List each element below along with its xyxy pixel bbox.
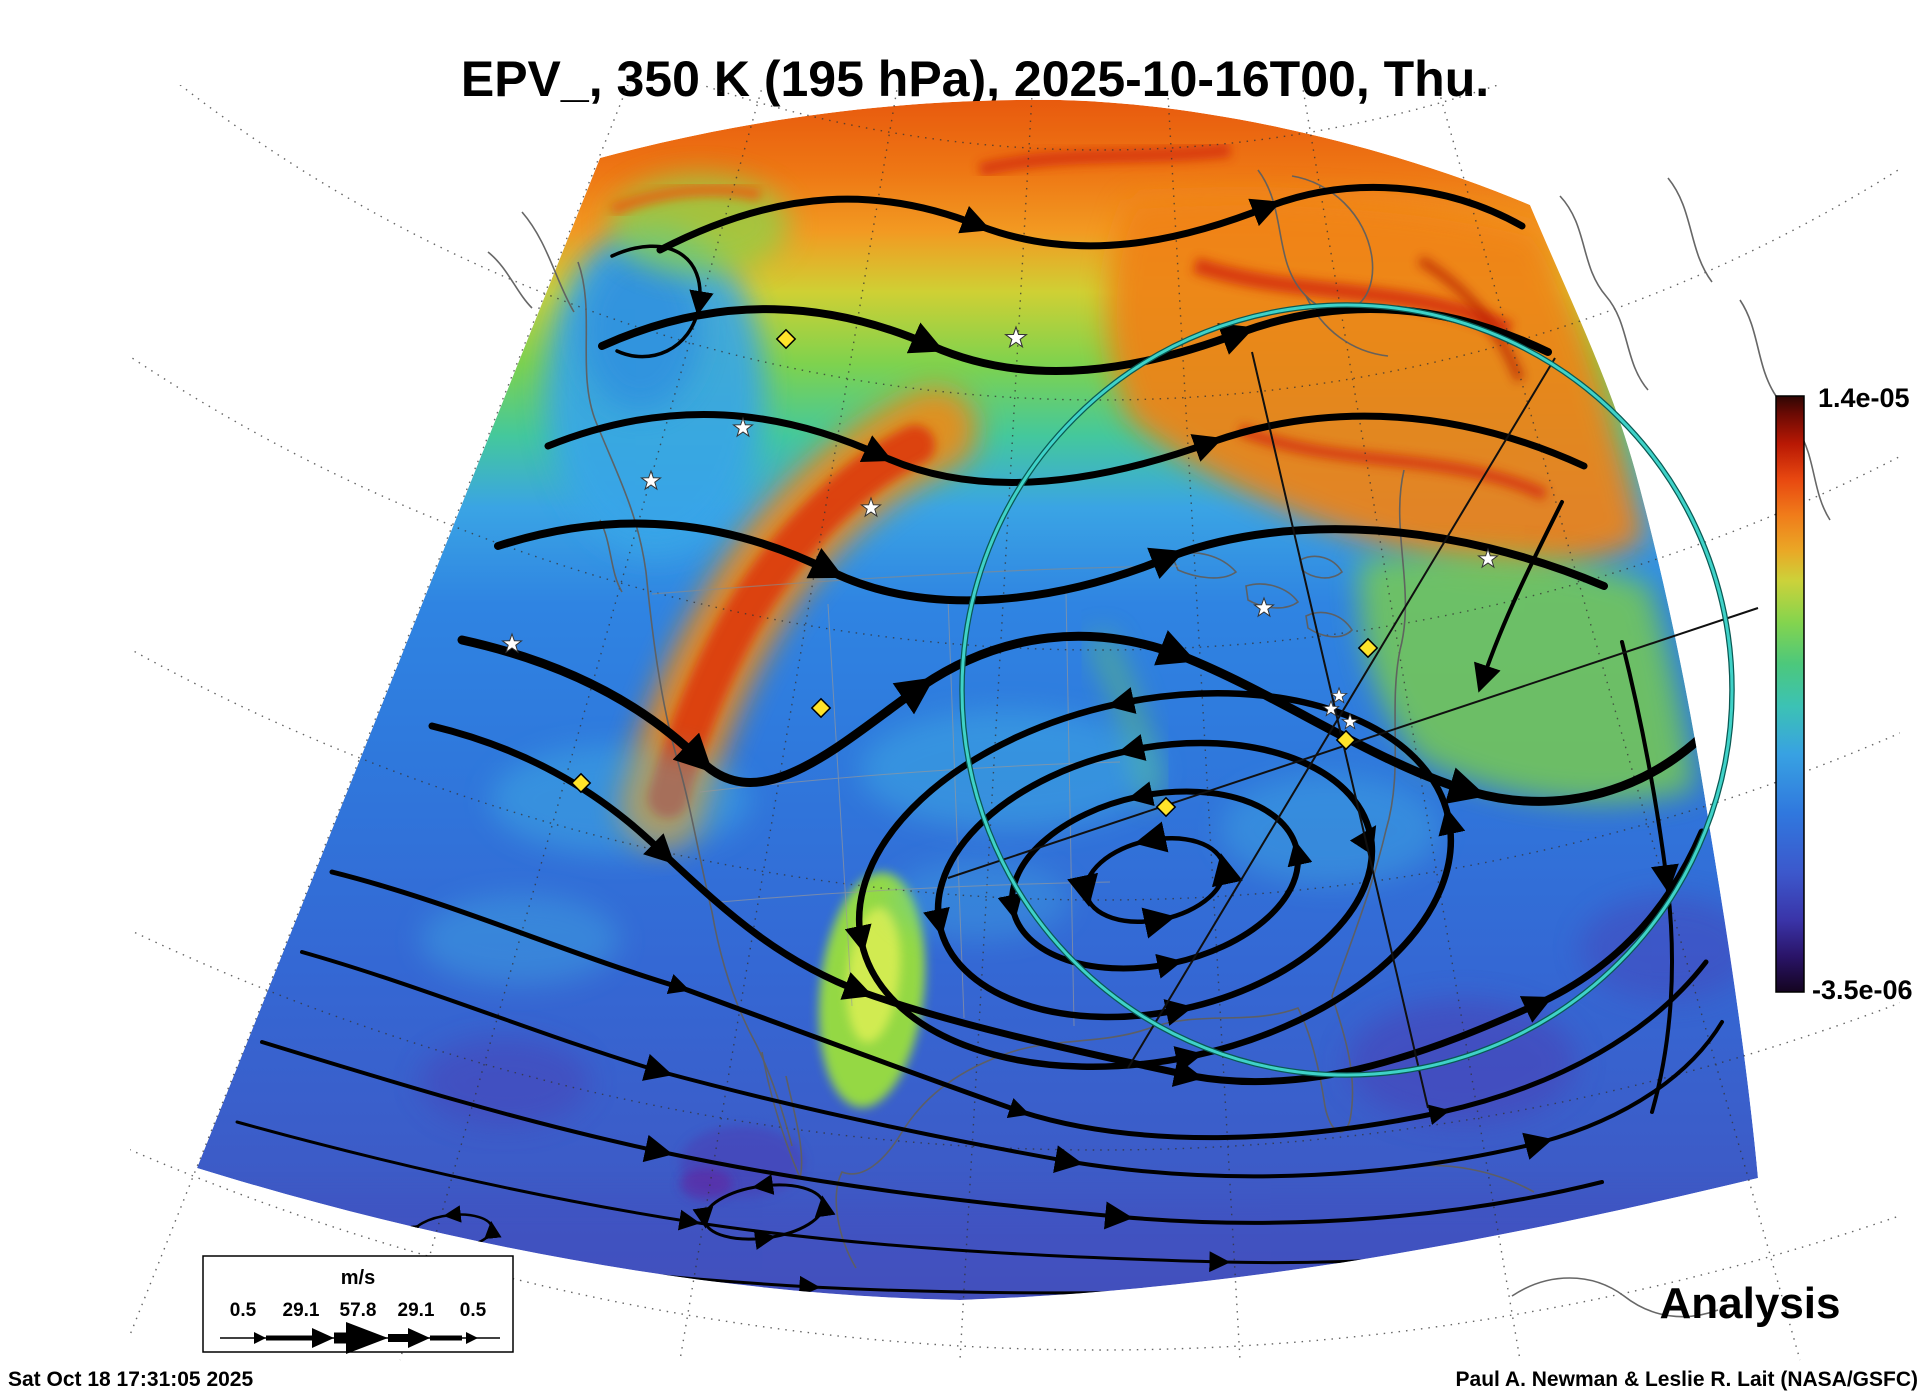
- analysis-label: Analysis: [1660, 1279, 1841, 1328]
- wind-legend-value: 0.5: [230, 1300, 257, 1321]
- colorbar-max-label: 1.4e-05: [1818, 383, 1910, 413]
- wind-legend-value: 0.5: [460, 1300, 487, 1321]
- colorbar-gradient: [1775, 395, 1805, 993]
- colorbar: 1.4e-05 -3.5e-06: [1775, 383, 1913, 1005]
- wind-legend-value: 29.1: [398, 1300, 435, 1321]
- footer-timestamp: Sat Oct 18 17:31:05 2025: [8, 1368, 253, 1391]
- range-circle: [959, 302, 1735, 1078]
- station-diamond-marker: [1335, 729, 1357, 751]
- station-diamond-marker: [1357, 637, 1379, 659]
- station-diamond-marker: [570, 772, 592, 794]
- page-title: EPV_, 350 K (195 hPa), 2025-10-16T00, Th…: [461, 51, 1489, 107]
- wind-speed-legend: m/s 0.5 29.1 57.8 29.1 0.5: [202, 1255, 514, 1354]
- station-diamond-marker: [1155, 796, 1177, 818]
- station-diamond-markers: [570, 328, 1379, 818]
- station-diamond-marker: [775, 328, 797, 350]
- footer-credit: Paul A. Newman & Leslie R. Lait (NASA/GS…: [1456, 1368, 1918, 1391]
- epv-color-field: [197, 99, 1758, 1301]
- graticule-layer: [130, 85, 1900, 1361]
- station-diamond-marker: [810, 697, 832, 719]
- wind-legend-value: 57.8: [340, 1300, 377, 1321]
- wind-scale-arrow: [220, 1322, 500, 1354]
- wind-legend-unit: m/s: [341, 1267, 375, 1289]
- streamline-layer: [235, 183, 1724, 1297]
- wind-legend-value: 29.1: [283, 1300, 320, 1321]
- colorbar-min-label: -3.5e-06: [1812, 975, 1913, 1005]
